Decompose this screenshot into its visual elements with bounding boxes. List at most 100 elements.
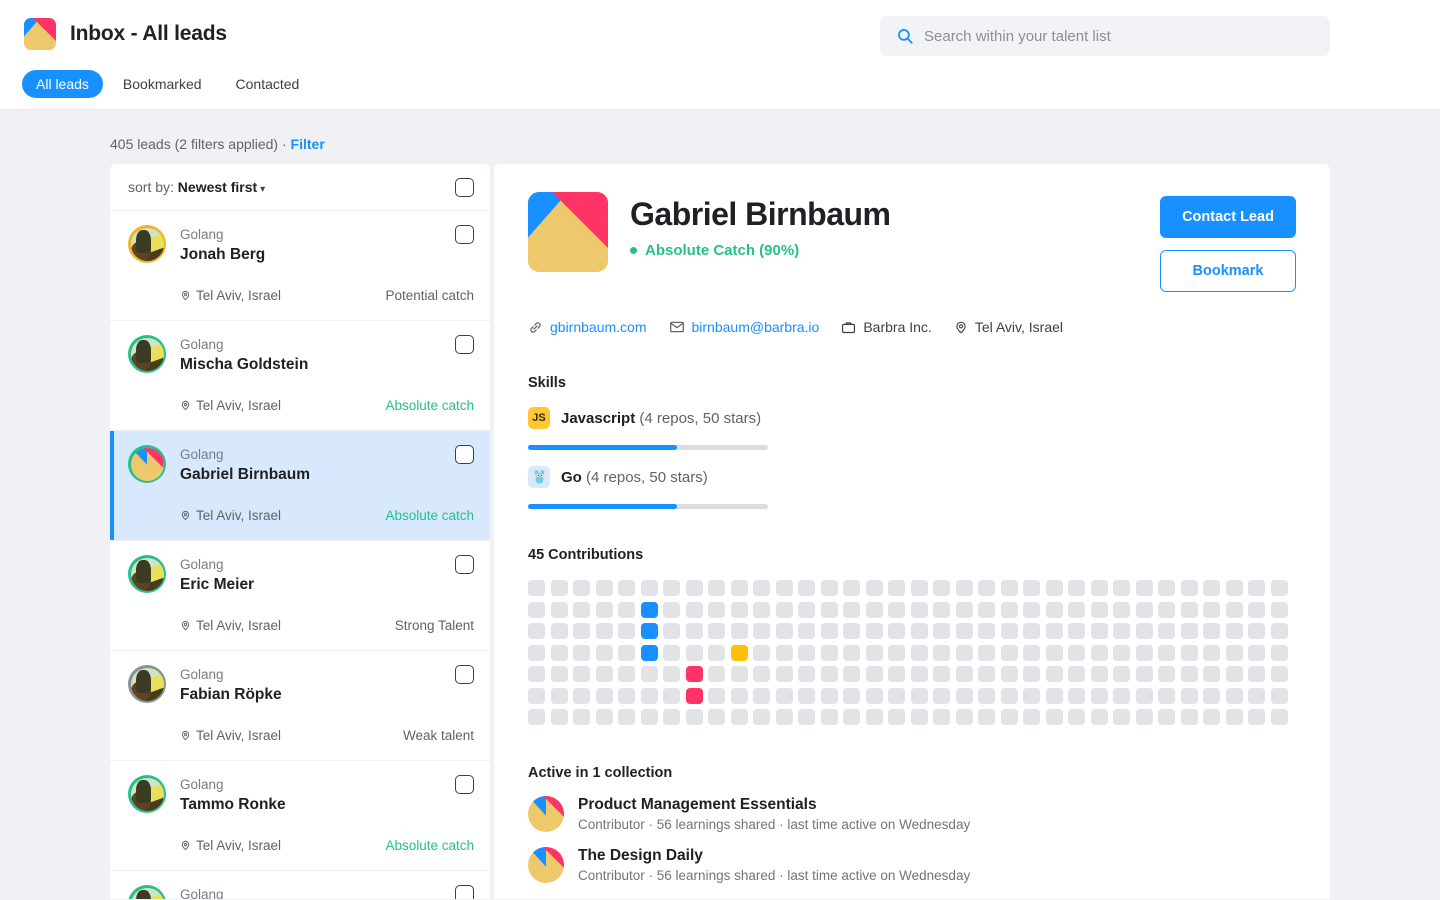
collection-item[interactable]: Product Management Essentials Contributor…: [528, 796, 1296, 832]
contribution-cell[interactable]: [550, 644, 568, 661]
contribution-cell[interactable]: [1270, 623, 1288, 639]
contribution-cell[interactable]: [1270, 644, 1288, 661]
contribution-cell[interactable]: [1068, 623, 1085, 639]
tab-contacted[interactable]: Contacted: [235, 76, 300, 92]
contribution-cell[interactable]: [978, 644, 995, 661]
contribution-cell[interactable]: [1068, 601, 1085, 618]
contribution-cell[interactable]: [1248, 709, 1265, 725]
contribution-cell[interactable]: [1000, 580, 1018, 596]
contribution-cell[interactable]: [1090, 709, 1108, 725]
contribution-cell[interactable]: [1225, 623, 1243, 639]
contribution-cell[interactable]: [1270, 601, 1288, 618]
contribution-cell[interactable]: [1203, 644, 1220, 661]
contribution-cell[interactable]: [843, 687, 860, 704]
contribution-cell[interactable]: [595, 666, 613, 682]
contribution-cell[interactable]: [798, 666, 815, 682]
contribution-cell[interactable]: [1248, 666, 1265, 682]
contribution-cell[interactable]: [978, 666, 995, 682]
contribution-cell[interactable]: [753, 580, 770, 596]
contribution-cell[interactable]: [1225, 644, 1243, 661]
contribution-cell[interactable]: [1135, 687, 1153, 704]
sort-control[interactable]: sort by: Newest first ▾: [128, 179, 265, 195]
contribution-cell[interactable]: [573, 601, 590, 618]
contribution-cell[interactable]: [865, 580, 883, 596]
contribution-cell[interactable]: [1135, 580, 1153, 596]
lead-checkbox[interactable]: [455, 335, 474, 354]
contribution-cell[interactable]: [528, 709, 545, 725]
contribution-cell[interactable]: [1158, 666, 1175, 682]
contribution-cell[interactable]: [1158, 644, 1175, 661]
contribution-cell[interactable]: [663, 580, 680, 596]
contribution-cell[interactable]: [820, 580, 838, 596]
lead-checkbox[interactable]: [455, 555, 474, 574]
contribution-cell[interactable]: [888, 623, 905, 639]
contribution-cell[interactable]: [1045, 644, 1063, 661]
tab-all-leads[interactable]: All leads: [22, 70, 103, 98]
lead-list-item[interactable]: Golang Gabriel Birnbaum Tel Aviv, Israel Ab…: [110, 431, 490, 541]
contribution-cell[interactable]: [1248, 687, 1265, 704]
contribution-cell[interactable]: [865, 687, 883, 704]
contribution-cell[interactable]: [663, 623, 680, 639]
contribution-cell[interactable]: [1113, 666, 1130, 682]
contribution-cell[interactable]: [1113, 709, 1130, 725]
contribution-cell[interactable]: [933, 623, 950, 639]
contribution-cell[interactable]: [685, 580, 703, 596]
contribution-cell[interactable]: [978, 601, 995, 618]
contribution-cell[interactable]: [640, 580, 658, 596]
contribution-cell[interactable]: [663, 709, 680, 725]
contribution-cell[interactable]: [910, 666, 928, 682]
contribution-cell[interactable]: [933, 601, 950, 618]
contribution-cell[interactable]: [1113, 601, 1130, 618]
contribution-cell[interactable]: [753, 601, 770, 618]
contribution-cell[interactable]: [618, 687, 635, 704]
contribution-cell[interactable]: [955, 623, 973, 639]
contribution-cell[interactable]: [1158, 580, 1175, 596]
contribution-cell[interactable]: [1023, 623, 1040, 639]
contribution-cell[interactable]: [550, 623, 568, 639]
contribution-cell[interactable]: [1158, 623, 1175, 639]
contribution-cell[interactable]: [933, 644, 950, 661]
contribution-cell[interactable]: [1180, 666, 1198, 682]
contribution-cell[interactable]: [753, 687, 770, 704]
contribution-cell[interactable]: [955, 687, 973, 704]
contribution-cell[interactable]: [618, 644, 635, 661]
contribution-cell[interactable]: [888, 644, 905, 661]
contribution-cell[interactable]: [640, 687, 658, 704]
contribution-cell[interactable]: [640, 709, 658, 725]
contribution-cell[interactable]: [618, 601, 635, 618]
contribution-cell[interactable]: [865, 709, 883, 725]
contribution-cell[interactable]: [955, 709, 973, 725]
contribution-cell[interactable]: [685, 644, 703, 661]
contribution-cell[interactable]: [955, 580, 973, 596]
contribution-cell[interactable]: [798, 709, 815, 725]
contribution-cell[interactable]: [888, 601, 905, 618]
contribution-cell[interactable]: [1090, 687, 1108, 704]
contribution-cell[interactable]: [1068, 709, 1085, 725]
lead-list-item[interactable]: Golang Tammo Ronke Tel Aviv, Israel Absolut…: [110, 761, 490, 871]
contribution-cell[interactable]: [573, 580, 590, 596]
contribution-cell[interactable]: [1045, 601, 1063, 618]
contribution-cell[interactable]: [1090, 666, 1108, 682]
contribution-cell[interactable]: [865, 644, 883, 661]
contribution-cell[interactable]: [820, 601, 838, 618]
contribution-cell[interactable]: [843, 666, 860, 682]
contribution-cell[interactable]: [1225, 709, 1243, 725]
lead-list-item[interactable]: Golang Jonah Berg Tel Aviv, Israel Potentia…: [110, 211, 490, 321]
contribution-cell[interactable]: [1023, 644, 1040, 661]
contribution-cell[interactable]: [708, 601, 725, 618]
contribution-cell[interactable]: [955, 644, 973, 661]
contribution-cell[interactable]: [685, 601, 703, 618]
contribution-cell[interactable]: [775, 687, 793, 704]
contribution-cell[interactable]: [1113, 623, 1130, 639]
contribution-cell[interactable]: [618, 709, 635, 725]
contribution-cell[interactable]: [775, 623, 793, 639]
contribution-cell[interactable]: [550, 580, 568, 596]
email-link[interactable]: birnbaum@barbra.io: [691, 319, 820, 335]
contribution-cell[interactable]: [1158, 709, 1175, 725]
contribution-cell[interactable]: [1090, 644, 1108, 661]
lead-list-item[interactable]: Golang Fabian Röpke Tel Aviv, Israel Weak t…: [110, 651, 490, 761]
contribution-cell[interactable]: [978, 623, 995, 639]
contribution-cell[interactable]: [1270, 709, 1288, 725]
contribution-cell[interactable]: [640, 601, 658, 618]
contribution-cell[interactable]: [1248, 580, 1265, 596]
